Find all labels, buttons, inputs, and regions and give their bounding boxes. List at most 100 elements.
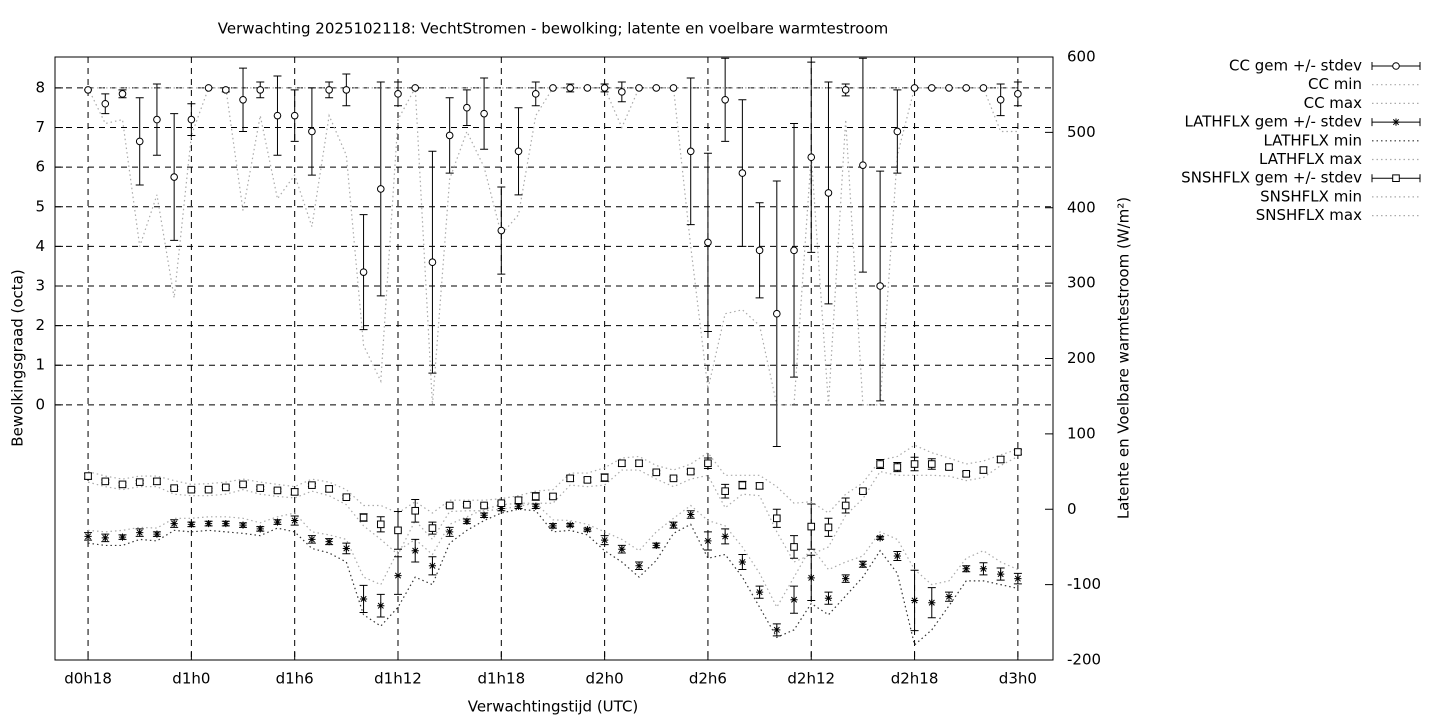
y-tick-label: 4 [35,237,45,255]
marker-square [239,480,247,489]
marker-square [256,484,265,492]
marker-star [652,541,660,550]
marker-square [635,459,643,468]
marker-circle [187,115,196,124]
x-tick-label: d1h6 [276,670,314,688]
marker-star [945,593,953,601]
marker-star [101,534,109,542]
marker-star [342,544,350,553]
plot-frame [54,56,1054,661]
marker-circle [411,84,420,92]
marker-star [411,547,419,555]
marker-star [239,521,247,529]
marker-square [445,501,454,510]
marker-circle [359,268,368,276]
x-tick-label: d2h0 [586,670,624,688]
marker-square [859,487,867,495]
marker-circle [549,84,557,92]
marker-circle [376,185,385,193]
legend-label: LATHFLX min [1263,131,1362,149]
marker-circle [170,173,178,181]
marker-square [308,481,316,489]
x-tick-label: d3h0 [999,670,1037,688]
marker-star [118,533,127,541]
marker-star [807,574,815,582]
legend-marker [1392,118,1400,126]
marker-circle [394,90,402,98]
marker-star [842,574,850,583]
marker-circle [342,86,351,94]
marker-star [824,594,833,602]
marker-circle [652,84,661,92]
y-tick-label: 8 [35,78,45,96]
marker-circle [497,226,506,235]
marker-circle [945,84,953,92]
marker-circle [686,147,695,156]
marker-circle [514,147,523,156]
legend-marker [1392,62,1400,70]
marker-square [996,455,1005,464]
marker-star [84,532,92,540]
marker-square [979,466,988,474]
x-tick-label: d2h6 [689,670,727,688]
x-tick-label: d2h12 [787,670,835,688]
marker-square [910,460,919,468]
marker-circle [290,111,299,120]
marker-square [84,472,92,480]
marker-square [153,477,161,486]
marker-circle [308,127,316,136]
marker-circle [824,189,833,197]
y-tick-label: 7 [35,118,45,136]
marker-star [1014,574,1022,583]
marker-star [480,511,488,519]
marker-star [876,534,884,542]
x-tick-label: d0h18 [64,670,112,688]
marker-square [669,474,678,483]
marker-star [790,596,798,604]
marker-circle [325,86,333,94]
marker-star [256,525,264,533]
marker-star [187,520,195,528]
marker-star [859,560,867,568]
marker-circle [222,86,230,94]
marker-star [962,565,970,573]
y-tick-label: 5 [35,197,45,215]
y2-tick-label: 400 [1067,198,1096,216]
legend-label: LATHFLX max [1259,150,1362,168]
marker-square [824,523,833,532]
marker-square [600,473,609,482]
marker-circle [583,84,592,92]
marker-star [291,516,299,525]
marker-circle [841,86,850,94]
y-axis-label: Bewolkingsgraad (octa) [9,269,27,446]
x-axis-label: Verwachtingstijd (UTC) [468,698,639,716]
y2-tick-label: 0 [1067,500,1077,518]
marker-circle [893,127,902,136]
marker-circle [204,84,213,92]
y-tick-label: 0 [35,395,45,413]
marker-square [583,476,592,484]
marker-star [910,596,919,605]
marker-square [273,486,282,495]
marker-square [704,459,712,468]
marker-square [204,485,213,494]
legend-label: LATHFLX gem +/- stdev [1184,113,1362,131]
marker-star [928,599,936,607]
x-tick-label: d1h18 [477,670,525,688]
marker-square [514,496,523,505]
marker-star [273,518,282,526]
y2-tick-label: -200 [1067,651,1101,669]
marker-star [721,532,729,540]
marker-star [170,519,178,528]
marker-circle [256,86,265,94]
chart-title: Verwachting 2025102118: VechtStromen - b… [218,20,889,38]
marker-star [532,502,540,510]
marker-square [359,513,368,522]
marker-square [290,488,299,496]
marker-square [618,459,626,468]
y2-tick-label: 300 [1067,274,1096,292]
marker-circle [153,115,161,124]
marker-circle [669,84,678,92]
marker-circle [738,169,747,177]
